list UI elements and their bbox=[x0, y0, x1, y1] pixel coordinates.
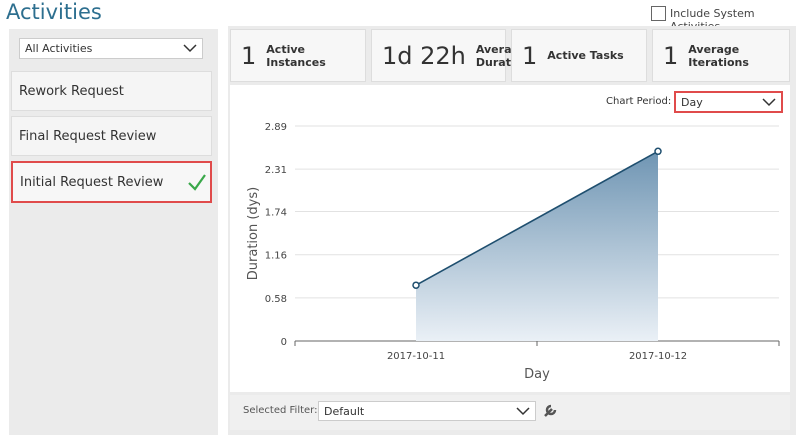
chevron bbox=[516, 407, 530, 416]
item-label: Initial Request Review bbox=[20, 175, 164, 190]
chart-area: 0 0.58 1.16 1.74 2.31 2.89 Duration (dys) Day 20… bbox=[230, 85, 790, 392]
chart: 0 0.58 1.16 1.74 2.31 2.89 Duration (dys) Day 20… bbox=[246, 122, 780, 382]
system-checkbox[interactable] bbox=[651, 6, 666, 21]
wrench-icon[interactable] bbox=[543, 402, 559, 418]
stat-label: Active Tasks bbox=[547, 49, 624, 62]
activity-item[interactable]: Rework Request bbox=[11, 71, 212, 111]
point bbox=[412, 281, 420, 289]
stat-label: Average Iterations bbox=[688, 42, 749, 69]
stat-label: Active Instances bbox=[266, 42, 326, 69]
chevron bbox=[762, 98, 776, 107]
point bbox=[654, 147, 662, 156]
activity-item[interactable]: Final Request Review bbox=[11, 116, 212, 156]
chart-period-select[interactable]: Day bbox=[674, 91, 783, 113]
x-tick-label: 2017-10-12 bbox=[629, 351, 687, 362]
stat-card: 1 Average Iterations bbox=[652, 29, 790, 82]
stat-value: 1 bbox=[522, 41, 538, 70]
area bbox=[416, 151, 658, 341]
y-axis-title: Duration (dys) bbox=[246, 187, 261, 280]
y-tick-label: 2.89 bbox=[265, 122, 287, 133]
page-title: Activities bbox=[6, 0, 102, 24]
stat-value: 1 bbox=[241, 41, 257, 70]
stat-value: 1d 22h bbox=[382, 41, 466, 70]
activity-item[interactable]: Initial Request Review bbox=[11, 161, 212, 203]
y-tick-label: 1.16 bbox=[265, 251, 287, 262]
stat-value: 1 bbox=[663, 41, 679, 70]
check-icon bbox=[188, 174, 206, 191]
x-axis-title: Day bbox=[524, 367, 550, 382]
y-tick-label: 2.31 bbox=[265, 165, 287, 176]
stat-card: 1 Active Tasks bbox=[511, 29, 647, 82]
y-tick-label: 1.74 bbox=[265, 208, 287, 219]
y-tick-label: 0.58 bbox=[265, 294, 287, 305]
chart-period-label: Chart Period: bbox=[606, 96, 672, 107]
stat-card: 1d 22h Average Duration bbox=[371, 29, 530, 82]
stat-card: 1 Active Instances bbox=[230, 29, 366, 82]
filter-select[interactable]: Default bbox=[318, 401, 536, 421]
y-tick-label: 0 bbox=[281, 337, 287, 348]
filter-label: Selected Filter: bbox=[243, 405, 318, 416]
activity-filter[interactable]: All Activities bbox=[19, 38, 203, 59]
line bbox=[415, 150, 659, 286]
x-tick-label: 2017-10-11 bbox=[387, 351, 445, 362]
dropdown-value: All Activities bbox=[25, 42, 93, 55]
dropdown-value: Default bbox=[324, 405, 365, 418]
chevron bbox=[183, 44, 197, 53]
dropdown-value: Day bbox=[681, 96, 703, 109]
